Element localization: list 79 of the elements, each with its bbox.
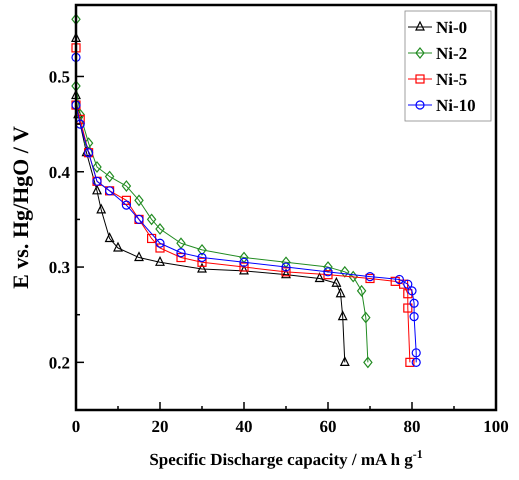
point [338, 311, 348, 320]
point [113, 242, 123, 252]
point [197, 244, 207, 256]
point [405, 358, 414, 367]
point [403, 280, 412, 289]
point [399, 280, 408, 289]
point [71, 43, 81, 52]
point [134, 252, 144, 262]
point [122, 180, 131, 192]
point [323, 270, 333, 280]
legend-label: Ni-0 [436, 18, 468, 37]
point [340, 356, 350, 366]
legend-label: Ni-10 [436, 96, 476, 115]
point [176, 248, 186, 258]
point [361, 312, 370, 324]
x-tick-label: 60 [320, 417, 336, 436]
point [281, 262, 291, 272]
point [410, 312, 419, 322]
point [340, 266, 350, 278]
y-tick-label: 0.4 [48, 162, 70, 182]
point [239, 258, 249, 267]
point [122, 196, 131, 205]
point [92, 161, 102, 173]
point [332, 278, 341, 287]
point [412, 348, 421, 358]
point [403, 289, 412, 298]
point [336, 288, 346, 298]
x-tick-label: 20 [152, 417, 168, 436]
point [147, 234, 156, 244]
point [76, 108, 85, 120]
point [390, 276, 400, 286]
point [134, 194, 144, 206]
point [197, 252, 207, 262]
point [315, 272, 324, 282]
point [394, 274, 404, 284]
point [239, 252, 249, 264]
point [155, 243, 165, 253]
y-tick-label: 0.5 [48, 67, 70, 86]
point [155, 256, 165, 266]
point [239, 265, 249, 274]
point [96, 204, 106, 214]
point [71, 90, 81, 100]
point [92, 185, 102, 194]
x-tick-label: 80 [404, 417, 420, 436]
point [176, 238, 186, 249]
point [281, 256, 291, 268]
point [155, 223, 165, 235]
point [357, 285, 366, 296]
x-tick-label: 100 [483, 417, 509, 436]
point [403, 303, 412, 313]
x-tick-label: 40 [236, 417, 252, 436]
point [323, 261, 333, 273]
point [176, 252, 186, 262]
point [122, 200, 131, 210]
point [363, 356, 372, 368]
point [412, 358, 421, 367]
legend-label: Ni-5 [436, 70, 468, 89]
point [197, 263, 207, 273]
y-axis-title: E vs. Hg/HgO / V [8, 126, 33, 289]
point [348, 270, 358, 282]
point [155, 238, 165, 248]
point [147, 214, 156, 226]
x-tick-label: 0 [72, 417, 80, 436]
point [410, 298, 419, 308]
point [71, 52, 81, 62]
point [105, 170, 114, 182]
x-axis-title: Specific Discharge capacity / mA h g$^{-1}$ [149, 447, 423, 469]
point [84, 138, 94, 149]
point [71, 14, 81, 25]
point [197, 258, 207, 267]
y-tick-label: 0.3 [48, 258, 70, 278]
point [71, 32, 81, 42]
legend-label: Ni-2 [436, 44, 468, 63]
point [105, 232, 114, 242]
point [407, 286, 417, 296]
point [323, 267, 333, 276]
point [71, 80, 81, 92]
point [239, 262, 249, 272]
y-tick-label: 0.2 [48, 353, 70, 372]
